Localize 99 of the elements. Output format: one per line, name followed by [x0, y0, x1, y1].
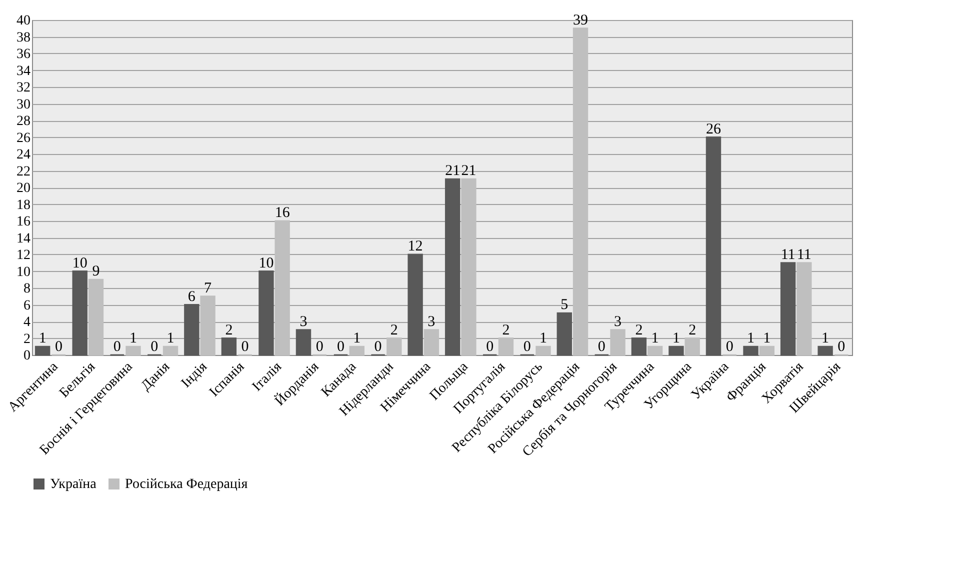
bar: [684, 338, 700, 356]
y-tick-label: 38: [16, 30, 30, 46]
bar: [386, 338, 402, 356]
y-tick-label: 26: [16, 130, 30, 146]
bar: [743, 346, 758, 356]
data-label: 6: [188, 288, 196, 305]
y-tick-label: 6: [24, 298, 30, 314]
bar: [296, 329, 312, 356]
y-tick-label: 14: [16, 231, 30, 246]
bar: [424, 329, 440, 356]
data-label: 21: [461, 163, 476, 180]
bar: [631, 338, 647, 356]
data-label: 3: [300, 314, 308, 330]
bar: [498, 338, 514, 356]
y-tick-label: 10: [16, 264, 30, 280]
data-label: 10: [258, 255, 274, 272]
bar: [706, 136, 722, 356]
data-label: 39: [573, 12, 588, 28]
data-label: 9: [92, 264, 100, 280]
bar: [349, 346, 364, 356]
data-label: 1: [38, 330, 46, 347]
y-tick-label: 34: [16, 64, 30, 79]
bar: [126, 346, 141, 356]
data-label: 1: [651, 330, 659, 347]
data-label: 0: [241, 339, 249, 355]
data-label: 0: [316, 339, 324, 355]
y-tick-label: 30: [16, 97, 30, 112]
data-label: 7: [204, 280, 212, 296]
data-label: 0: [113, 339, 121, 355]
data-label: 12: [408, 238, 423, 254]
y-tick-label: 36: [16, 47, 30, 62]
data-label: 21: [445, 163, 460, 180]
data-label: 1: [822, 330, 830, 347]
data-label: 0: [486, 339, 494, 355]
bar: [408, 254, 423, 356]
y-tick-label: 2: [24, 332, 30, 347]
bar: [536, 346, 551, 356]
data-label: 1: [166, 330, 174, 347]
data-label: 5: [560, 297, 568, 314]
data-label: 2: [502, 322, 510, 338]
bar: [759, 346, 774, 356]
y-tick-label: 32: [16, 80, 30, 96]
data-label: 2: [688, 322, 696, 338]
bar: [444, 178, 460, 356]
bar: [610, 329, 626, 356]
data-label: 0: [838, 339, 846, 355]
bar: [72, 270, 88, 356]
data-label: 0: [150, 339, 158, 355]
data-label: 0: [374, 339, 382, 355]
y-tick-label: 22: [16, 164, 30, 180]
bar: [274, 220, 290, 356]
bar: [818, 346, 833, 356]
y-tick-label: 0: [24, 348, 30, 364]
bar: [461, 178, 476, 356]
bar: [556, 312, 572, 356]
bar: [200, 296, 216, 356]
bar: [647, 346, 663, 356]
data-label: 1: [129, 330, 137, 347]
data-label: 2: [225, 322, 233, 338]
data-label: 0: [598, 339, 606, 355]
y-tick-label: 18: [16, 198, 30, 213]
data-label: 11: [780, 246, 796, 263]
data-label: 26: [706, 121, 722, 138]
bar: [572, 28, 588, 356]
data-label: 11: [796, 246, 812, 263]
y-tick-label: 28: [16, 114, 30, 129]
bar: [668, 346, 684, 356]
bar: [780, 262, 796, 356]
bar: [88, 278, 104, 356]
data-label: 3: [428, 314, 436, 330]
bar: [162, 346, 178, 356]
data-label: 0: [54, 339, 62, 355]
bar: [258, 270, 274, 356]
data-label: 1: [747, 330, 755, 347]
y-tick-label: 12: [16, 248, 30, 263]
data-label: 3: [614, 314, 622, 330]
data-label: 10: [72, 255, 88, 272]
bar: [34, 346, 50, 356]
data-label: 0: [337, 339, 345, 355]
legend-label: Україна: [50, 477, 98, 492]
data-label: 1: [353, 330, 361, 347]
data-label: 0: [726, 339, 734, 355]
data-label: 2: [390, 322, 398, 338]
data-label: 0: [523, 339, 531, 355]
bar: [184, 304, 200, 356]
data-label: 1: [763, 330, 771, 347]
data-label: 1: [539, 330, 547, 347]
y-tick-label: 4: [24, 315, 30, 330]
data-label: 1: [672, 330, 680, 347]
y-tick-label: 40: [16, 14, 30, 28]
data-label: 2: [635, 322, 643, 338]
y-tick-label: 24: [16, 148, 30, 162]
bar: [221, 338, 237, 356]
y-tick-label: 20: [16, 181, 30, 196]
y-tick-label: 16: [16, 214, 30, 230]
legend-label: Російська Федерація: [125, 477, 248, 492]
y-tick-label: 8: [24, 282, 30, 296]
data-label: 16: [274, 205, 290, 221]
bar: [796, 262, 812, 356]
